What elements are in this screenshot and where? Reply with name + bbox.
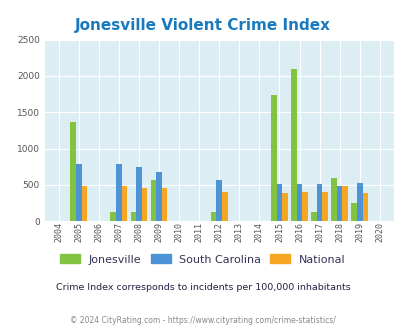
- Bar: [210, 213, 216, 221]
- Bar: [150, 180, 156, 221]
- Bar: [276, 184, 281, 221]
- Bar: [76, 164, 81, 221]
- Bar: [216, 180, 222, 221]
- Bar: [156, 173, 162, 221]
- Bar: [271, 95, 276, 221]
- Text: Crime Index corresponds to incidents per 100,000 inhabitants: Crime Index corresponds to incidents per…: [55, 282, 350, 292]
- Bar: [316, 184, 322, 221]
- Bar: [222, 192, 227, 221]
- Bar: [130, 213, 136, 221]
- Bar: [281, 193, 287, 221]
- Bar: [296, 184, 302, 221]
- Legend: Jonesville, South Carolina, National: Jonesville, South Carolina, National: [55, 250, 350, 269]
- Bar: [290, 69, 296, 221]
- Bar: [356, 182, 362, 221]
- Bar: [350, 203, 356, 221]
- Bar: [362, 193, 367, 221]
- Bar: [122, 186, 127, 221]
- Text: Jonesville Violent Crime Index: Jonesville Violent Crime Index: [75, 18, 330, 33]
- Bar: [322, 192, 327, 221]
- Bar: [70, 122, 76, 221]
- Bar: [341, 186, 347, 221]
- Bar: [336, 185, 341, 221]
- Bar: [330, 178, 336, 221]
- Bar: [110, 213, 116, 221]
- Bar: [116, 164, 121, 221]
- Bar: [310, 213, 316, 221]
- Text: © 2024 CityRating.com - https://www.cityrating.com/crime-statistics/: © 2024 CityRating.com - https://www.city…: [70, 315, 335, 325]
- Bar: [162, 188, 167, 221]
- Bar: [141, 188, 147, 221]
- Bar: [81, 186, 87, 221]
- Bar: [302, 192, 307, 221]
- Bar: [136, 167, 141, 221]
